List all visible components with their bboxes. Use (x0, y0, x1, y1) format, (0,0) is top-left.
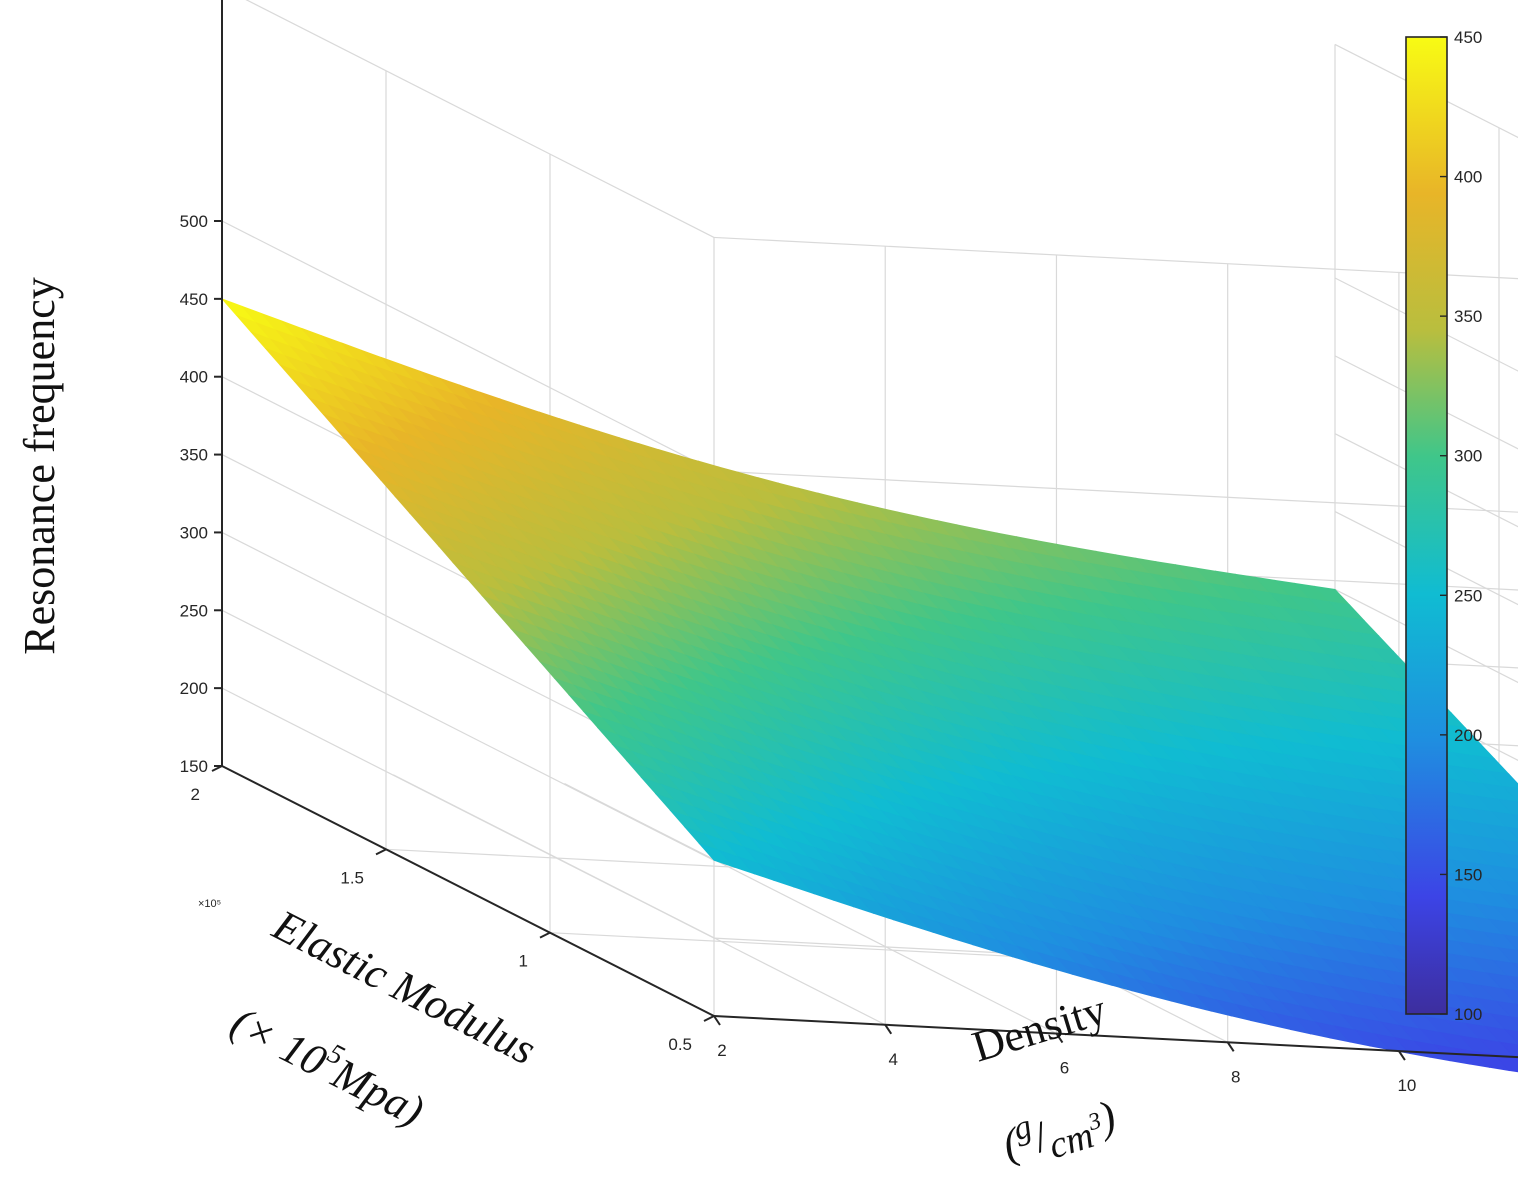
surface-patch (1505, 826, 1518, 840)
x-tick-mark (884, 1024, 893, 1035)
z-tick-label: 350 (180, 446, 208, 465)
surface-patch (1498, 1041, 1518, 1059)
surface-patch (1496, 947, 1518, 965)
colorbar-tick-label: 450 (1454, 28, 1482, 47)
left-wall-gridline-z (221, 687, 715, 939)
z-tick-label: 150 (180, 757, 208, 776)
surface-patch (1491, 811, 1518, 830)
surface-patch (1507, 921, 1518, 933)
left-wall-gridline-z (221, 220, 715, 472)
x-axis-unit-label: (g/cm3) (995, 1083, 1124, 1178)
surface-patch (1495, 1000, 1518, 1019)
y-tick-label: 0.5 (668, 1035, 692, 1054)
z-axis-label: Resonance frequency (15, 277, 64, 654)
x-tick-label: 2 (717, 1041, 726, 1060)
surface-patch (1489, 1013, 1518, 1032)
floor-gridline-x (564, 783, 1057, 1035)
y-axis-line (221, 765, 715, 1017)
surface-patch (1509, 867, 1518, 877)
left-wall-gridline-z (245, 0, 715, 238)
z-tick-label: 300 (180, 523, 208, 542)
surface-patch (1493, 905, 1518, 924)
back-wall-gridline-z (713, 470, 1518, 513)
y-axis-unit-label: (× 105Mpa) (223, 993, 433, 1136)
tick-labels: 50045040035030025020015021.510.524681012… (180, 212, 1417, 1095)
x-tick-label: 4 (888, 1050, 897, 1069)
surface-patch (1500, 988, 1518, 1005)
surface-patch (1484, 1025, 1518, 1046)
colorbar-tick-label: 150 (1454, 865, 1482, 884)
y-tick-label: 2 (191, 785, 200, 804)
colorbar-tick-label: 400 (1454, 168, 1482, 187)
z-tick-label: 400 (180, 368, 208, 387)
x-tick-label: 10 (1397, 1076, 1416, 1095)
colorbar-tick-label: 350 (1454, 307, 1482, 326)
y-tick-mark (539, 931, 551, 939)
surface-patch (1498, 893, 1518, 911)
surface-patch (1504, 1029, 1518, 1044)
x-tick-mark (1055, 1032, 1064, 1044)
colorbar-frame (1405, 36, 1448, 1015)
surface-patch (1487, 918, 1518, 938)
surface-patch (1491, 959, 1518, 978)
surface-patch (1489, 864, 1518, 884)
x-tick-label: 6 (1060, 1059, 1069, 1078)
y-tick-label: 1 (519, 952, 528, 971)
surface-patch (1500, 839, 1518, 857)
x-axis-label: Density (967, 985, 1112, 1072)
colorbar-tick-label: 100 (1454, 1005, 1482, 1024)
y-multiplier-label: ×10⁵ (198, 898, 221, 910)
colorbar-gradient-bar (1406, 37, 1447, 1014)
surface (221, 298, 1518, 1073)
x-tick-mark (713, 1015, 721, 1026)
surface-patch (1495, 852, 1518, 870)
left-wall-gridline-z (221, 609, 715, 861)
back-wall-gridline-z (713, 236, 1518, 280)
colorbar-tick-label: 250 (1454, 586, 1482, 605)
x-tick-mark (1226, 1041, 1235, 1052)
x-axis-line (713, 1015, 1518, 1059)
z-tick-label: 500 (180, 212, 208, 231)
surface-patch (1513, 908, 1518, 914)
colorbar-tick-label: 300 (1454, 447, 1482, 466)
y-tick-label: 1.5 (340, 868, 364, 887)
y-tick-mark (211, 765, 223, 772)
surface-patch (1511, 962, 1518, 970)
surface-patch (1504, 880, 1518, 896)
z-tick-label: 200 (180, 679, 208, 698)
z-tick-label: 250 (180, 601, 208, 620)
surface-patch (1502, 785, 1518, 803)
surface-patch (1506, 975, 1518, 989)
surface-patch (1485, 823, 1518, 843)
surface-patch (1513, 1057, 1518, 1063)
colorbar: 450 400 350 300 250 200 150 100 (1405, 28, 1482, 1024)
surface-patch (1502, 934, 1518, 951)
surface-patch (1484, 877, 1518, 897)
y-tick-mark (703, 1015, 715, 1022)
surface-patch (1509, 1016, 1518, 1026)
x-tick-label: 8 (1231, 1067, 1240, 1086)
y-tick-mark (375, 848, 387, 856)
z-tick-label: 450 (180, 290, 208, 309)
colorbar-tick-label: 200 (1454, 726, 1482, 745)
surface-patch (1486, 972, 1518, 992)
x-tick-mark (1398, 1050, 1406, 1061)
surface-patch (1511, 813, 1518, 822)
surface-patch (1487, 770, 1518, 789)
surface-patch (1496, 798, 1518, 816)
